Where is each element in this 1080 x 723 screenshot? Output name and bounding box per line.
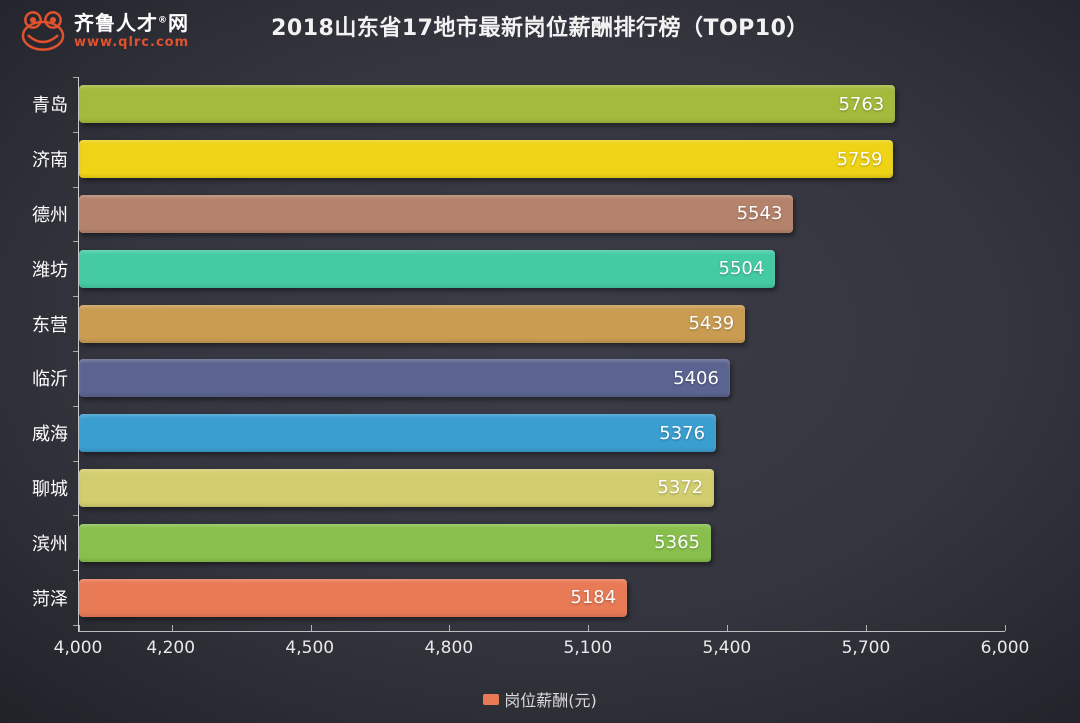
legend-swatch <box>483 693 500 705</box>
bar-value-label: 5504 <box>718 258 765 280</box>
x-tick-mark <box>1005 625 1006 631</box>
bar-济南: 5759 <box>79 140 894 179</box>
category-label: 威海 <box>32 424 68 446</box>
legend: 岗位薪酬(元) <box>0 687 1080 711</box>
x-tick-label: 4,000 <box>53 638 103 658</box>
x-axis-labels: 4,000 4,200 4,500 4,800 5,100 5,400 5,700 6,000 <box>54 638 1030 660</box>
bar-row: 临沂 5406 <box>32 359 1005 398</box>
bar-value-label: 5365 <box>654 532 700 554</box>
category-label: 济南 <box>32 150 68 172</box>
bar-value-label: 5376 <box>659 422 706 444</box>
bar-row: 滨州 5365 <box>32 523 1005 562</box>
frog-logo-icon <box>20 10 66 52</box>
bar-row: 德州 5543 <box>32 194 1005 233</box>
bar-rows: 青岛 5763 济南 5759 德州 5543 潍坊 5504 东营 5439 临沂 5406 威海 53… <box>32 77 1005 625</box>
y-tick-mark <box>73 186 78 188</box>
bar-菏泽: 5184 <box>79 578 628 617</box>
bar-聊城: 5372 <box>79 468 715 507</box>
bar-青岛: 5763 <box>79 85 896 124</box>
bar-value-label: 5372 <box>657 477 704 499</box>
bar-value-label: 5406 <box>673 367 719 389</box>
x-tick-label: 5,700 <box>841 638 891 658</box>
x-tick-label: 4,800 <box>424 638 474 658</box>
x-tick-mark <box>588 625 590 631</box>
bar-row: 青岛 5763 <box>32 85 1005 124</box>
bar-value-label: 5763 <box>838 93 885 115</box>
y-tick-mark <box>73 405 78 407</box>
category-label: 聊城 <box>32 478 68 500</box>
registered-mark: ® <box>158 15 168 26</box>
bar-value-label: 5759 <box>836 148 883 170</box>
logo-url: www.qlrc.com <box>74 34 190 50</box>
bar-row: 潍坊 5504 <box>32 249 1005 288</box>
y-tick-mark <box>73 131 78 133</box>
bar-东营: 5439 <box>79 304 746 343</box>
x-tick-mark <box>449 625 451 631</box>
legend-label: 岗位薪酬(元) <box>504 691 597 710</box>
x-tick-mark <box>171 625 173 631</box>
bar-value-label: 5543 <box>736 203 783 225</box>
category-label: 青岛 <box>32 95 68 117</box>
plot-area: 青岛 5763 济南 5759 德州 5543 潍坊 5504 东营 5439 临沂 5406 威海 53… <box>32 77 1006 632</box>
x-tick-label: 6,000 <box>980 638 1030 658</box>
y-tick-mark <box>73 460 78 462</box>
bar-row: 东营 5439 <box>32 304 1005 343</box>
bar-威海: 5376 <box>79 414 717 453</box>
bar-row: 济南 5759 <box>32 140 1005 179</box>
y-tick-mark <box>73 570 78 572</box>
y-tick-mark <box>73 351 78 352</box>
y-tick-mark <box>73 296 78 298</box>
bar-滨州: 5365 <box>79 523 711 562</box>
x-tick-label: 4,200 <box>146 638 196 658</box>
bar-row: 聊城 5372 <box>32 468 1005 507</box>
y-tick-mark <box>73 515 78 517</box>
bar-value-label: 5439 <box>688 313 735 335</box>
bar-临沂: 5406 <box>79 359 730 398</box>
category-label: 临沂 <box>32 369 68 391</box>
y-tick-mark <box>73 241 78 243</box>
qlrc-logo: 齐鲁人才®网 www.qlrc.com <box>20 10 189 52</box>
page-title: 2018山东省17地市最新岗位薪酬排行榜（TOP10） <box>271 16 809 41</box>
x-tick-mark <box>866 625 868 631</box>
x-tick-label: 5,100 <box>563 638 613 658</box>
y-tick-mark <box>73 77 78 78</box>
bar-row: 菏泽 5184 <box>32 578 1005 617</box>
bar-潍坊: 5504 <box>79 249 776 288</box>
category-label: 东营 <box>32 314 68 336</box>
x-tick-label: 5,400 <box>702 638 752 658</box>
category-label: 德州 <box>32 204 68 226</box>
category-label: 菏泽 <box>32 588 68 610</box>
bar-row: 威海 5376 <box>32 414 1005 453</box>
bar-value-label: 5184 <box>570 587 617 609</box>
logo-brand-text: 齐鲁人才®网 <box>74 10 189 35</box>
bar-德州: 5543 <box>79 194 794 233</box>
category-label: 潍坊 <box>32 259 68 281</box>
y-tick-mark <box>73 625 78 626</box>
x-tick-mark <box>727 625 729 631</box>
x-tick-mark <box>310 625 312 631</box>
x-tick-label: 4,500 <box>285 638 335 658</box>
category-label: 滨州 <box>32 533 68 555</box>
x-tick-mark <box>79 625 80 631</box>
